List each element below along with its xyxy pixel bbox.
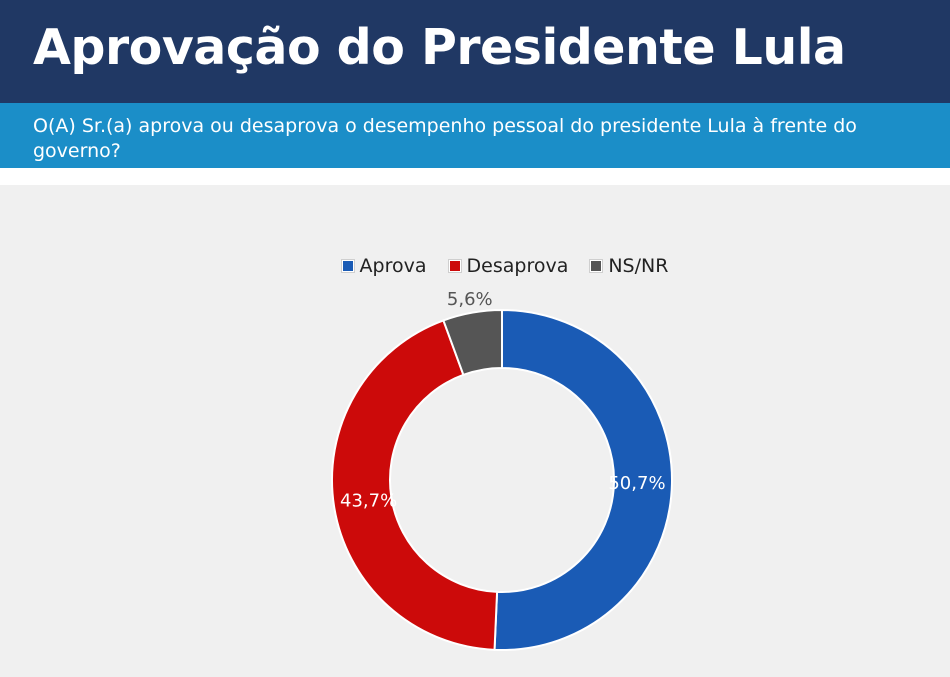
- legend-swatch-desaprova: [447, 259, 462, 273]
- slice-nsnr: [442, 308, 503, 377]
- legend-swatch-aprova: [340, 259, 355, 273]
- chart-area: Aprova Desaprova NS/NR 50,7% 43,7% 5,6%: [0, 185, 950, 677]
- legend-swatch-nsnr: [589, 259, 604, 273]
- legend-label-aprova: Aprova: [359, 255, 427, 277]
- title-bar: Aprovação do Presidente Lula: [0, 0, 950, 103]
- page-title: Aprovação do Presidente Lula: [33, 19, 846, 76]
- slice-desaprova: [331, 319, 499, 651]
- data-label-nsnr: 5,6%: [447, 289, 493, 310]
- data-label-aprova: 50,7%: [608, 473, 665, 494]
- subtitle-bar: O(A) Sr.(a) aprova ou desaprova o desemp…: [0, 103, 950, 168]
- legend-label-desaprova: Desaprova: [466, 255, 569, 277]
- legend-label-nsnr: NS/NR: [608, 255, 669, 277]
- legend-item-aprova: Aprova: [340, 255, 427, 277]
- question-text: O(A) Sr.(a) aprova ou desaprova o desemp…: [33, 115, 857, 162]
- legend-item-nsnr: NS/NR: [589, 255, 669, 277]
- data-label-desaprova: 43,7%: [340, 491, 397, 512]
- legend-item-desaprova: Desaprova: [447, 255, 569, 277]
- donut-chart: 50,7% 43,7% 5,6%: [331, 289, 673, 651]
- slice-aprova: [493, 308, 673, 651]
- chart-legend: Aprova Desaprova NS/NR: [0, 255, 950, 277]
